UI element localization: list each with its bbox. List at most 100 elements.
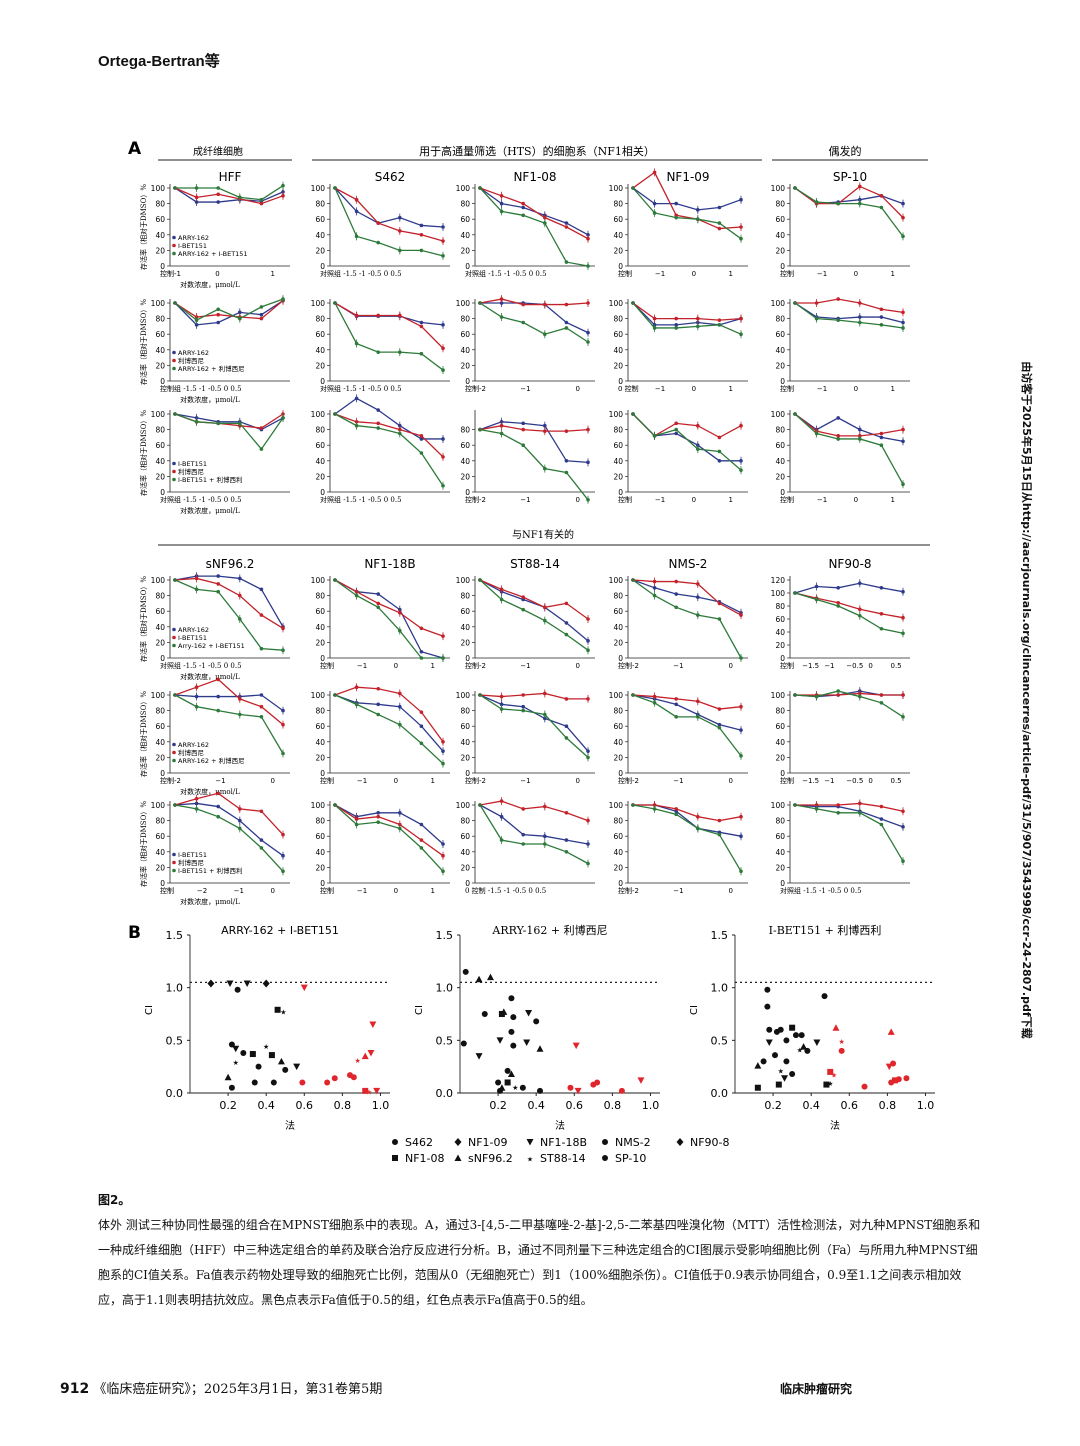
- ci-point: [537, 1087, 543, 1094]
- plot-sNF96.2-r2-ytick-label: 40: [155, 848, 165, 857]
- plot-NF1-09-r0-point: [717, 226, 722, 231]
- plot-S462-r2-series-2: [334, 413, 444, 487]
- plot-HFF-r1-point: [259, 316, 264, 321]
- plot-NMS-2-r0-point: [674, 579, 678, 584]
- plot-NF1-08-r1-point: [564, 302, 569, 307]
- ci-point: [282, 1066, 289, 1073]
- plot-ST88-14-r1-ytick-label: 60: [460, 722, 470, 731]
- plot-ST88-14-r0-point: [564, 621, 569, 625]
- plot-HFF-r1-series-0: [174, 300, 284, 326]
- plot-SP-10-r2-point: [836, 416, 840, 420]
- plot-NF1-09-r1-point: [674, 326, 678, 330]
- ci-point: [789, 1071, 796, 1078]
- group-nf1: 与NF1有关的: [512, 528, 574, 541]
- plot-NMS-2-r1-ytick-label: 80: [613, 707, 623, 716]
- plot-NF90-8-r2-ytick-label: 80: [775, 817, 785, 826]
- plot-NF1-09-r0-ytick-label: 40: [613, 231, 623, 240]
- plot-HFF-r0-legend-marker: [172, 243, 176, 248]
- plot-NF1-09-r0-ytick-label: 0: [618, 262, 623, 271]
- ci-point: [536, 1045, 544, 1052]
- ci-point: [823, 1081, 830, 1088]
- plot-S462-r2-point: [376, 408, 381, 412]
- plot-SP-10-r0-point: [879, 194, 884, 198]
- plot-ST88-14-r0-ytick-label: 0: [465, 654, 470, 663]
- plot-NF1-18B-r2-ytick-label: 80: [315, 817, 325, 826]
- ci-xtick-label: 0.4: [257, 1099, 275, 1112]
- plot-S462-r1-series-1: [334, 302, 444, 349]
- group-hts: 用于高通量筛选（HTS）的细胞系（NF1相关）: [419, 144, 655, 158]
- plot-HFF-r2-legend-label: I-BET151 + 利博西利: [178, 475, 243, 484]
- plot-ST88-14-r2-ytick-label: 80: [460, 817, 470, 826]
- plot-NF1-18B-r0-point: [376, 601, 381, 606]
- ci-point: [331, 1075, 338, 1082]
- ci-point: [760, 1058, 767, 1065]
- plot-sNF96.2-r0-xtick-label: 对照组 -1.5 -1 -0.5 0 0.5: [160, 661, 242, 670]
- plot-NF1-08-r2-point: [564, 470, 569, 475]
- cell-line-title: HFF: [219, 170, 242, 184]
- ci-point: [775, 1081, 782, 1088]
- plot-SP-10-r0-point: [836, 201, 840, 206]
- ci-xtick-label: 1.0: [642, 1099, 660, 1112]
- journal-citation: 《临床癌症研究》；2025年3月1日，第31卷第5期: [93, 1382, 383, 1397]
- plot-sNF96.2-r1-ytick-label: 100: [151, 691, 166, 700]
- plot-NF1-09-r1-point: [674, 316, 678, 321]
- plot-NF1-09-r0-point: [717, 205, 722, 210]
- plot-ST88-14-r1-point: [564, 697, 569, 701]
- ci-ytick-label: 0.0: [436, 1087, 454, 1100]
- plot-sNF96.2-r0-legend-label: ARRY-162: [178, 626, 209, 634]
- plot-NF1-18B-r2-point: [376, 814, 381, 819]
- plot-SP-10-r2-point: [836, 437, 840, 441]
- plot-sNF96.2-r2-xtick-label: −1: [234, 887, 244, 895]
- plot-NF1-18B-r2-xtick-label: 控制: [320, 886, 334, 895]
- plot-NF1-08-r1-point: [564, 326, 569, 330]
- plot-NF1-18B-r0-xtick-label: 1: [431, 662, 435, 670]
- plot-S462-r2-series-0: [334, 397, 443, 440]
- plot-sNF96.2-r2-ytick-label: 0: [160, 879, 165, 888]
- plot-HFF-r2-xtick-label: 对照组 -1.5 -1 -0.5 0 0.5: [160, 495, 242, 504]
- plot-S462-r1-xtick-label: 对照组 -1.5 -1 -0.5 0 0.5: [320, 384, 402, 393]
- ci-xtick-label: 0.8: [879, 1099, 897, 1112]
- plot-NMS-2-r1-point: [674, 715, 678, 719]
- plot-SP-10-r1-point: [879, 307, 884, 312]
- ci-point: [525, 1009, 533, 1017]
- plot-S462-r0-point: [419, 223, 424, 228]
- plot-NF1-09-r1-series-0: [632, 302, 742, 326]
- plot-S462-r2-ytick-label: 60: [315, 441, 325, 450]
- plot-S462-r0-series-1: [334, 187, 444, 242]
- plot-NF1-09-r2-series-2: [632, 413, 742, 471]
- ci-legend-marker: [392, 1155, 398, 1161]
- plot-NF1-09-r2-ytick-label: 40: [613, 457, 623, 466]
- plot-HFF-r1-point: [259, 305, 264, 309]
- plot-NF90-8-r0-point: [879, 626, 884, 631]
- plot-NF1-08-r0-ytick-label: 0: [465, 262, 470, 271]
- plot-ST88-14-r0-ytick-label: 40: [460, 623, 470, 632]
- plot-sNF96.2-r1-legend-marker: [172, 742, 176, 747]
- plot-NF1-09-r1-ytick-label: 100: [609, 299, 624, 308]
- plot-NF90-8-r0-series-0: [794, 582, 904, 594]
- plot-sNF96.2-r2-legend-label: I-BET151 + 利博西利: [178, 866, 243, 875]
- plot-HFF-r1-ytick-label: 60: [155, 330, 165, 339]
- plot-sNF96.2-r2-ytick-label: 80: [155, 817, 165, 826]
- ci-point: [243, 980, 251, 987]
- plot-S462-r1-ytick-label: 20: [315, 361, 325, 370]
- plot-sNF96.2-r2-legend-label: I-BET151: [178, 851, 207, 859]
- plot-ST88-14-r0-point: [564, 632, 569, 637]
- plot-NF1-09-r1-xtick-label: 1: [729, 385, 733, 393]
- plot-NF1-08-r2-ytick-label: 60: [460, 441, 470, 450]
- plot-ST88-14-r1-point: [521, 693, 525, 697]
- plot-sNF96.2-r1-legend-label: ARRY-162: [178, 741, 209, 749]
- plot-NF1-09-r2-ytick-label: 60: [613, 441, 623, 450]
- plot-NF1-18B-r0-point: [419, 626, 424, 631]
- plot-SP-10-r1-xtick-label: 1: [891, 385, 895, 393]
- plot-NF90-8-r1-point: [879, 701, 884, 705]
- ci-point: [572, 1042, 580, 1050]
- ci-point: [361, 1052, 369, 1060]
- plot-NMS-2-r0-point: [674, 592, 678, 596]
- plot-S462-r1-point: [419, 324, 424, 329]
- plot-NF90-8-r0-xtick-label: 控制: [780, 661, 794, 670]
- plot-NF90-8-r2-xtick-label: 对照组 -1.5 -1 -0.5 0 0.5: [780, 886, 862, 895]
- ci-point: [486, 973, 494, 981]
- plot-SP-10-r2-ytick-label: 40: [775, 457, 785, 466]
- plot-NF1-08-r1-ytick-label: 40: [460, 346, 470, 355]
- plot-S462-r2-point: [419, 437, 424, 441]
